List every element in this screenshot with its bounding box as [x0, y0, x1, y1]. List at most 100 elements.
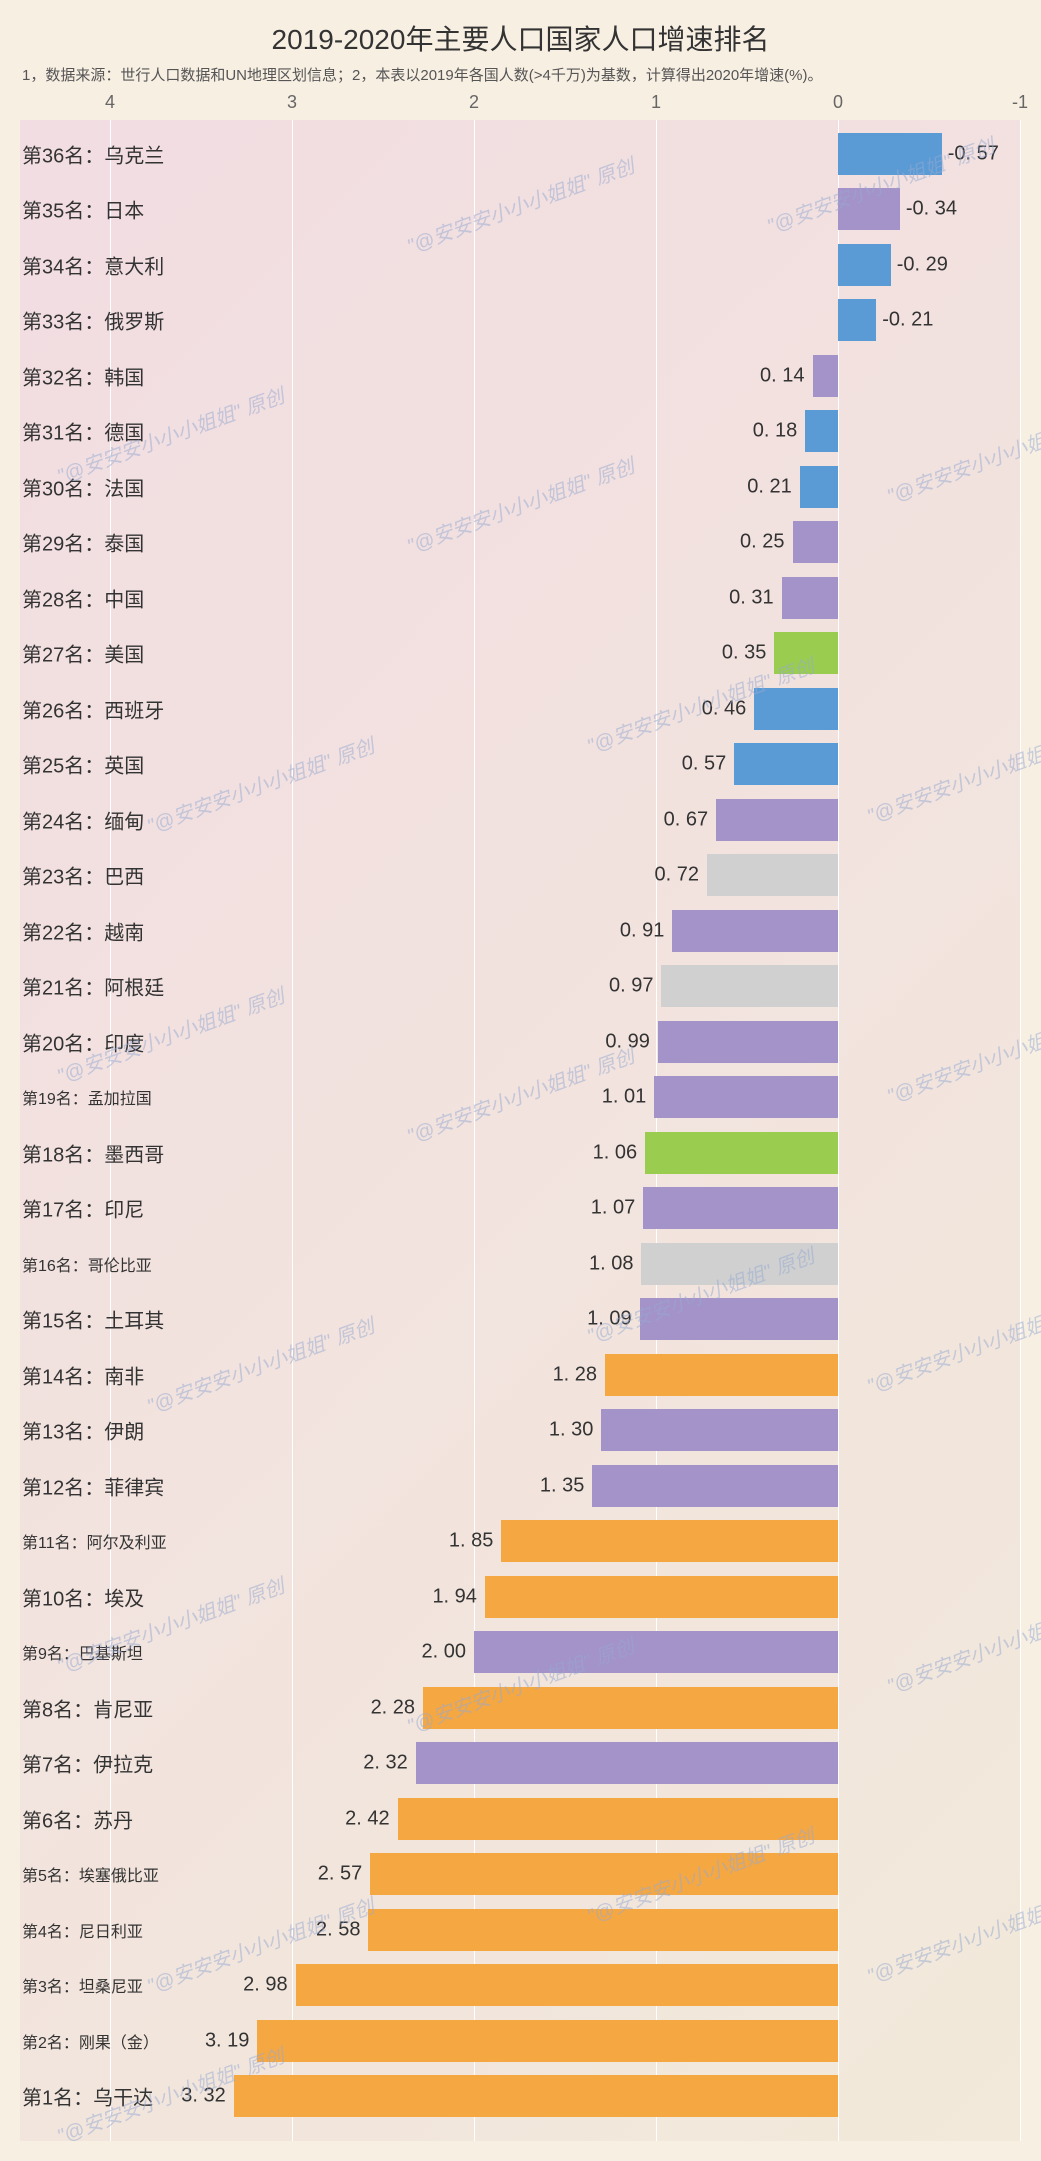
bar-row: 第28名：中国 0. 31 — [20, 577, 1021, 619]
bar — [782, 577, 838, 619]
bar-category-label: 第5名：埃塞俄比亚 — [22, 1862, 159, 1886]
bar-row: 第25名：英国0. 57 — [20, 743, 1021, 785]
bar-value-label: 1. 94 — [432, 1585, 484, 1608]
bar-row: 第9名：巴基斯坦2. 00 — [20, 1631, 1021, 1673]
bar-category-label: 第2名：刚果（金） — [22, 2029, 159, 2053]
bar-value-label: 0. 99 — [605, 1030, 657, 1053]
bar-value-label: -0. 34 — [906, 198, 957, 221]
bar-category-label: 第12名：菲律宾 — [22, 1471, 164, 1500]
bar-value-label: 1. 09 — [587, 1308, 639, 1331]
bar-value-label: 1. 35 — [540, 1474, 592, 1497]
bar-category-label: 第1名：乌干达 — [22, 2082, 153, 2111]
bar-category-label: 第13名：伊朗 — [22, 1416, 144, 1445]
bar-row: 第24名：缅甸0. 67 — [20, 799, 1021, 841]
bar — [641, 1243, 838, 1285]
bar-category-label: 第8名：肯尼亚 — [22, 1693, 153, 1722]
bar-row: 第19名：孟加拉国 1. 01 — [20, 1076, 1021, 1118]
bar-category-label: 第36名：乌克兰 — [22, 139, 164, 168]
bar-value-label: 0. 14 — [760, 364, 812, 387]
bar-value-label: 3. 32 — [181, 2085, 233, 2108]
bar — [296, 1964, 838, 2006]
bar — [370, 1853, 838, 1895]
bar — [774, 632, 838, 674]
bar-category-label: 第11名：阿尔及利亚 — [22, 1529, 167, 1553]
bar-row: 第1名：乌干达 3. 32 — [20, 2075, 1021, 2117]
bar-category-label: 第35名：日本 — [22, 195, 144, 224]
bar-value-label: 0. 25 — [740, 531, 792, 554]
bar-value-label: 0. 31 — [729, 586, 781, 609]
bar — [643, 1187, 838, 1229]
bar — [474, 1631, 838, 1673]
bar — [368, 1909, 838, 1951]
bar — [640, 1298, 838, 1340]
bar-row: 第18名：墨西哥1. 06 — [20, 1132, 1021, 1174]
bar-category-label: 第30名：法国 — [22, 472, 144, 501]
bar — [234, 2075, 838, 2117]
bar-category-label: 第27名：美国 — [22, 639, 144, 668]
chart-title: 2019-2020年主要人口国家人口增速排名 — [0, 18, 1041, 58]
bar-value-label: 1. 85 — [449, 1530, 501, 1553]
bar-value-label: 0. 72 — [654, 864, 706, 887]
bar-category-label: 第19名：孟加拉国 — [22, 1085, 152, 1109]
bar-row: 第31名：德国0. 18 — [20, 410, 1021, 452]
bar-value-label: 0. 46 — [702, 697, 754, 720]
bar — [605, 1354, 838, 1396]
bar-row: 第13名：伊朗1. 30 — [20, 1409, 1021, 1451]
bar-category-label: 第14名：南非 — [22, 1360, 144, 1389]
bar-row: 第5名：埃塞俄比亚 2. 57 — [20, 1853, 1021, 1895]
bar-value-label: 1. 01 — [602, 1086, 654, 1109]
bar-category-label: 第22名：越南 — [22, 916, 144, 945]
bar-category-label: 第9名：巴基斯坦 — [22, 1640, 143, 1664]
bar-category-label: 第28名：中国 — [22, 583, 144, 612]
bar-category-label: 第31名：德国 — [22, 417, 144, 446]
bar-value-label: 2. 98 — [243, 1974, 295, 1997]
bar-row: 第27名：美国0. 35 — [20, 632, 1021, 674]
bar-category-label: 第15名：土耳其 — [22, 1305, 164, 1334]
bar — [658, 1021, 838, 1063]
bar — [592, 1465, 838, 1507]
bar-value-label: 1. 07 — [591, 1197, 643, 1220]
bar-value-label: 0. 57 — [682, 753, 734, 776]
bar-row: 第7名：伊拉克2. 32 — [20, 1742, 1021, 1784]
bar-category-label: 第16名：哥伦比亚 — [22, 1252, 152, 1276]
bar-row: 第20名：印度 0. 99 — [20, 1021, 1021, 1063]
bar — [672, 910, 838, 952]
bar-category-label: 第20名：印度 — [22, 1027, 144, 1056]
bar-value-label: 2. 57 — [318, 1863, 370, 1886]
bar — [838, 133, 942, 175]
bar-category-label: 第3名：坦桑尼亚 — [22, 1973, 143, 1997]
bar-row: 第30名：法国 0. 21 — [20, 466, 1021, 508]
bar-row: 第29名：泰国0. 25 — [20, 521, 1021, 563]
bar-row: 第12名：菲律宾 1. 35 — [20, 1465, 1021, 1507]
bar-value-label: 0. 91 — [620, 919, 672, 942]
bar — [661, 965, 838, 1007]
axis-tick-label: 1 — [651, 92, 661, 113]
bar — [398, 1798, 838, 1840]
bar — [645, 1132, 838, 1174]
bar-row: 第2名：刚果（金）3. 19 — [20, 2020, 1021, 2062]
plot-area: 第36名：乌克兰-0. 57第35名：日本-0. 34第34名：意大利-0. 2… — [20, 120, 1021, 2141]
bar-row: 第33名：俄罗斯-0. 21 — [20, 299, 1021, 341]
bar-row: 第3名：坦桑尼亚 2. 98 — [20, 1964, 1021, 2006]
bar — [423, 1687, 838, 1729]
bar-value-label: 0. 21 — [747, 475, 799, 498]
bar-row: 第6名：苏丹2. 42 — [20, 1798, 1021, 1840]
bar — [707, 854, 838, 896]
bar-row: 第36名：乌克兰-0. 57 — [20, 133, 1021, 175]
bar — [716, 799, 838, 841]
bar — [838, 299, 876, 341]
chart-root: 2019-2020年主要人口国家人口增速排名 1，数据来源：世行人口数据和UN地理… — [0, 0, 1041, 2161]
bar — [813, 355, 838, 397]
bar — [793, 521, 839, 563]
bar-row: 第22名：越南 0. 91 — [20, 910, 1021, 952]
bar-category-label: 第21名：阿根廷 — [22, 972, 164, 1001]
bar-row: 第35名：日本 -0. 34 — [20, 188, 1021, 230]
bar — [416, 1742, 838, 1784]
bar-value-label: 2. 58 — [316, 1918, 368, 1941]
bar-value-label: 1. 28 — [553, 1363, 605, 1386]
chart-subtitle: 1，数据来源：世行人口数据和UN地理区划信息；2，本表以2019年各国人数(>4… — [22, 64, 823, 85]
bar — [654, 1076, 838, 1118]
bar-row: 第21名：阿根廷0. 97 — [20, 965, 1021, 1007]
axis-tick-label: 0 — [833, 92, 843, 113]
bar-value-label: 1. 08 — [589, 1252, 641, 1275]
